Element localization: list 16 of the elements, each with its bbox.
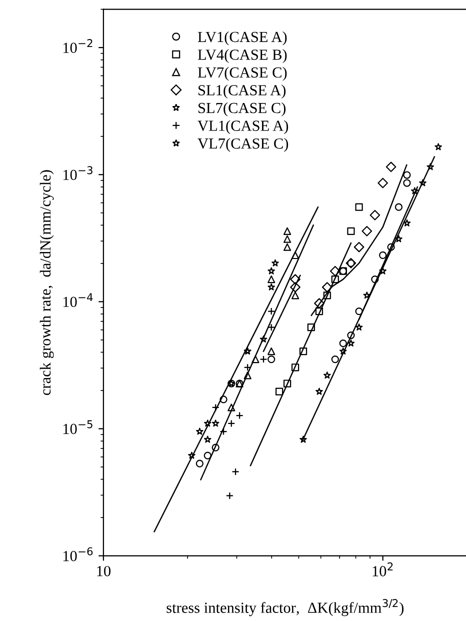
- x-axis-title: stress intensity factor, ΔK(kgf/mm$^{3/2}$): [166, 599, 404, 616]
- legend-label: VL1(CASE A): [198, 120, 288, 134]
- y-tick-label: 10$^{−6}$: [63, 547, 93, 562]
- legend-label: LV1(CASE A): [198, 31, 287, 46]
- y-tick-label: 10$^{−4}$: [63, 293, 93, 308]
- y-tick-label: 10$^{−3}$: [63, 166, 92, 180]
- y-tick-label: 10$^{−2}$: [63, 39, 92, 53]
- x-tick-label: 10: [97, 566, 111, 576]
- y-tick-label: 10$^{−5}$: [63, 420, 92, 434]
- legend-label: LV7(CASE C): [198, 66, 287, 81]
- x-tick-label: 10$^{2}$: [372, 562, 393, 576]
- legend-label: SL1(CASE A): [198, 84, 286, 99]
- legend-label: VL7(CASE C): [198, 138, 288, 152]
- legend-label: SL7(CASE C): [198, 102, 286, 116]
- y-axis-title: crack growth rate, da/dN(mm/cycle): [40, 170, 54, 396]
- legend-label: LV4(CASE B): [198, 49, 287, 63]
